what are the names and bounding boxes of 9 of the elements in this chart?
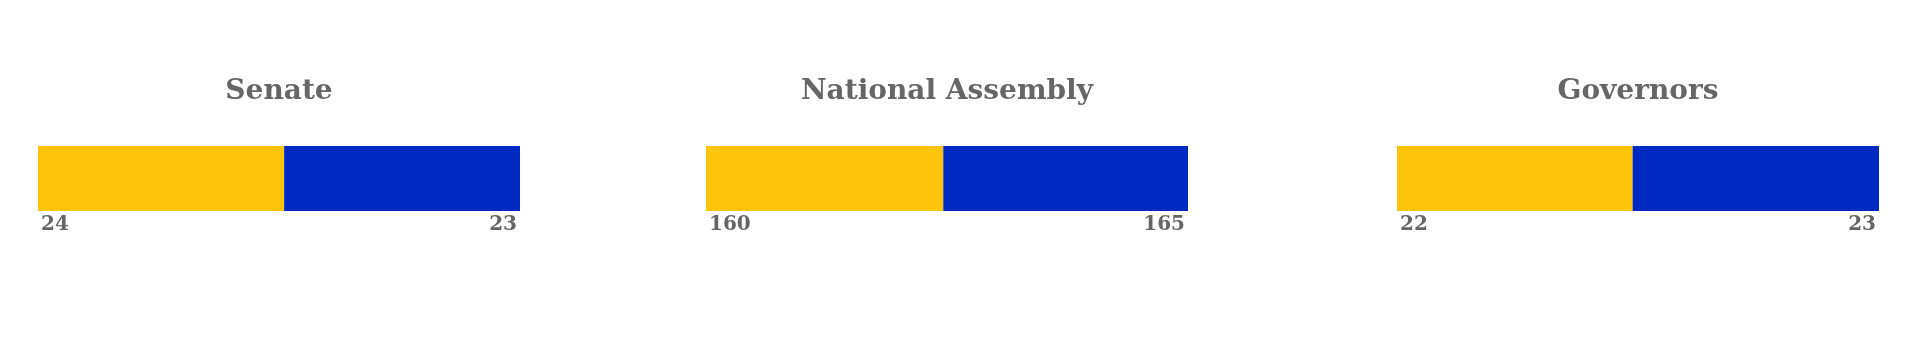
chart-title: Governors	[1557, 72, 1719, 106]
chart-title: National Assembly	[800, 72, 1094, 106]
data-label: 23	[1848, 211, 1876, 235]
data-label: 160	[709, 211, 751, 235]
data-label: 24	[41, 211, 69, 235]
data-label: 23	[489, 211, 517, 235]
chart-title: Senate	[225, 72, 333, 106]
data-label: 165	[1143, 211, 1185, 235]
data-label: 22	[1400, 211, 1428, 235]
